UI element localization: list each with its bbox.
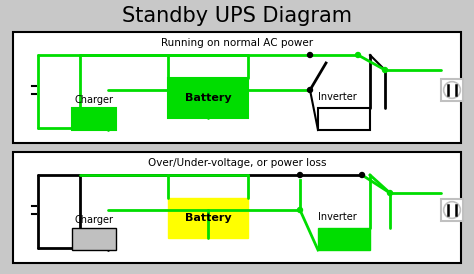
Text: Charger: Charger (74, 215, 113, 225)
Bar (441, 79, 463, 101)
Text: Battery: Battery (185, 93, 231, 103)
Text: Inverter: Inverter (318, 92, 357, 102)
Text: Battery: Battery (185, 213, 231, 223)
Text: Inverter: Inverter (318, 212, 357, 222)
Circle shape (308, 87, 312, 93)
Circle shape (298, 207, 302, 213)
Bar (13, 32, 461, 143)
Circle shape (356, 53, 361, 58)
Bar (13, 152, 461, 263)
Bar (168, 198, 248, 238)
Circle shape (444, 82, 460, 98)
Bar (72, 108, 116, 130)
Circle shape (298, 173, 302, 178)
Circle shape (308, 53, 312, 58)
Circle shape (359, 173, 365, 178)
Bar (318, 228, 370, 250)
Circle shape (444, 202, 460, 218)
Text: Standby UPS Diagram: Standby UPS Diagram (122, 6, 352, 26)
Circle shape (383, 67, 388, 73)
Bar (441, 199, 463, 221)
Bar (168, 78, 248, 118)
Circle shape (388, 190, 392, 196)
Bar (72, 228, 116, 250)
Bar (318, 108, 370, 130)
Text: Running on normal AC power: Running on normal AC power (161, 38, 313, 48)
Text: Charger: Charger (74, 95, 113, 105)
Text: Over/Under-voltage, or power loss: Over/Under-voltage, or power loss (148, 158, 326, 168)
